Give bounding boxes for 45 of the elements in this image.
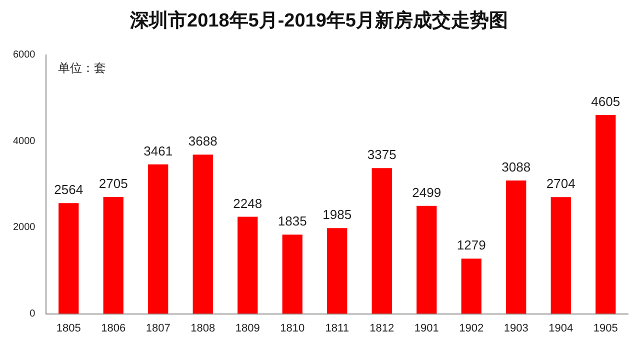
- x-tick-label: 1805: [56, 322, 81, 334]
- bar: [148, 164, 168, 314]
- data-label: 1835: [278, 214, 307, 229]
- y-tick-label: 6000: [12, 50, 36, 61]
- data-label: 2705: [98, 176, 128, 192]
- x-tick-label: 1903: [504, 322, 528, 334]
- x-tick-label: 1810: [280, 322, 305, 334]
- bar: [372, 168, 392, 314]
- x-tick-label: 1902: [459, 322, 484, 334]
- data-label: 1279: [456, 238, 486, 253]
- bar: [416, 206, 437, 314]
- bar: [550, 197, 571, 314]
- data-label: 2704: [546, 176, 576, 192]
- data-label: 3461: [144, 143, 173, 158]
- bar: [282, 234, 302, 314]
- bar: [327, 228, 348, 314]
- data-label: 4605: [591, 94, 620, 110]
- y-tick-label: 0: [30, 308, 36, 320]
- bar: [506, 180, 526, 314]
- x-tick-label: 1812: [370, 322, 394, 334]
- x-tick-label: 1901: [414, 322, 439, 334]
- annotation: 单位：套: [58, 61, 106, 76]
- data-label: 1985: [322, 207, 352, 222]
- bar: [238, 216, 258, 314]
- x-tick-label: 1807: [146, 322, 170, 334]
- data-label: 3688: [188, 134, 218, 149]
- x-tick-label: 1808: [190, 322, 216, 334]
- y-tick-label: 2000: [12, 222, 36, 234]
- data-label: 2499: [412, 185, 442, 200]
- y-tick-label: 4000: [12, 136, 36, 147]
- data-label: 2248: [233, 196, 262, 211]
- data-label: 2564: [54, 182, 84, 198]
- data-label: 3088: [502, 160, 531, 175]
- chart-title: 深圳市2018年5月-2019年5月新房成交走势图: [129, 10, 508, 32]
- x-tick-label: 1806: [101, 322, 126, 334]
- data-label: 3375: [367, 147, 396, 162]
- x-tick-label: 1904: [548, 322, 574, 334]
- bar: [192, 154, 213, 314]
- bar: [461, 258, 482, 314]
- x-tick-label: 1905: [593, 322, 618, 334]
- x-tick-label: 1811: [325, 322, 349, 334]
- bar: [596, 115, 616, 314]
- x-tick-label: 1809: [235, 322, 260, 334]
- bar: [58, 203, 79, 314]
- bar: [103, 197, 124, 314]
